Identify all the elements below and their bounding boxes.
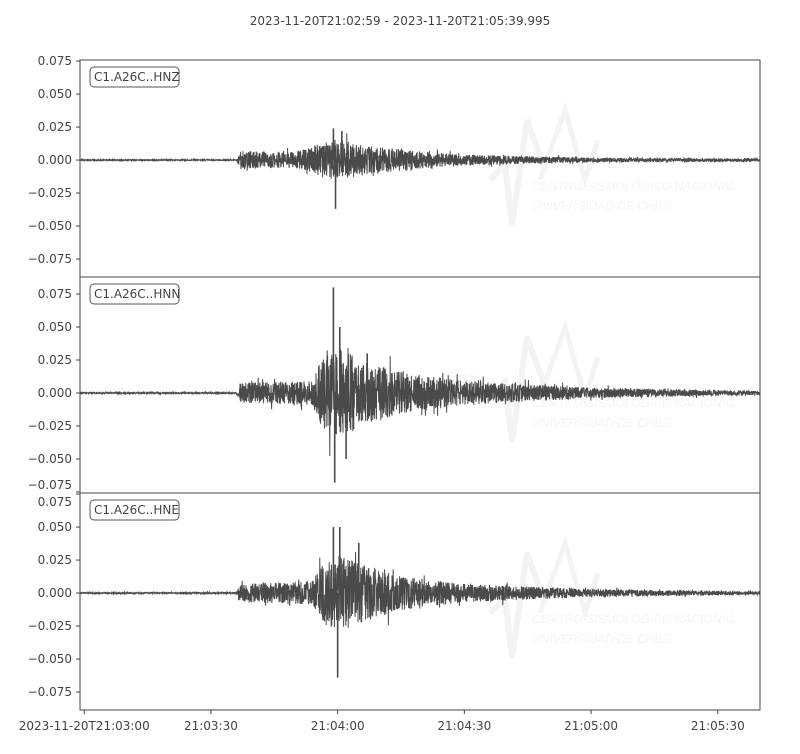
y-tick-label: 0.075 (38, 54, 72, 68)
panel-frame (79, 492, 761, 711)
station-label-text: C1.A26C..HNN (94, 287, 180, 301)
y-tick-label: 0.050 (38, 87, 72, 101)
y-tick-label: 0.075 (38, 287, 72, 301)
y-tick-label: −0.025 (28, 186, 72, 200)
y-tick-label: −0.025 (28, 619, 72, 633)
svg-text:CENTRO SISMOLÓGICO NACIONAL: CENTRO SISMOLÓGICO NACIONAL (532, 395, 736, 410)
waveform-trace (79, 133, 761, 179)
chart-title: 2023-11-20T21:02:59 - 2023-11-20T21:05:3… (250, 14, 551, 28)
y-tick-label: 0.025 (38, 353, 72, 367)
y-tick-label: −0.050 (28, 652, 72, 666)
y-tick-label: 0.000 (38, 386, 72, 400)
y-tick-label: 0.025 (38, 553, 72, 567)
station-label: C1.A26C..HNZ (89, 66, 180, 88)
svg-text:CENTRO SISMOLÓGICO NACIONAL: CENTRO SISMOLÓGICO NACIONAL (532, 178, 736, 193)
svg-text:UNIVERSIDAD DE CHILE: UNIVERSIDAD DE CHILE (532, 632, 674, 646)
svg-text:UNIVERSIDAD DE CHILE: UNIVERSIDAD DE CHILE (532, 199, 674, 213)
y-tick-label: 0.025 (38, 120, 72, 134)
station-label: C1.A26C..HNE (89, 499, 180, 521)
y-tick-label: −0.025 (28, 419, 72, 433)
y-tick-label: 0.050 (38, 320, 72, 334)
station-label: C1.A26C..HNN (89, 283, 180, 305)
x-tick-label: 21:05:30 (691, 719, 745, 733)
y-tick-label: 0.000 (38, 586, 72, 600)
y-tick-label: −0.075 (28, 478, 72, 492)
svg-text:CENTRO SISMOLÓGICO NACIONAL: CENTRO SISMOLÓGICO NACIONAL (532, 611, 736, 626)
station-label-text: C1.A26C..HNZ (94, 70, 180, 84)
y-tick-label: −0.075 (28, 685, 72, 699)
station-label-text: C1.A26C..HNE (94, 503, 179, 517)
y-tick-label: 0.050 (38, 520, 72, 534)
x-tick-label: 2023-11-20T21:03:00 (19, 719, 150, 733)
y-tick-label: −0.050 (28, 452, 72, 466)
waveform-trace (79, 347, 761, 456)
svg-text:UNIVERSIDAD DE CHILE: UNIVERSIDAD DE CHILE (532, 416, 674, 430)
y-tick-label: −0.050 (28, 219, 72, 233)
x-tick-label: 21:04:00 (311, 719, 365, 733)
y-tick-label: 0.075 (38, 495, 72, 509)
y-tick-label: −0.075 (28, 252, 72, 266)
x-tick-label: 21:04:30 (437, 719, 491, 733)
y-tick-label: 0.000 (38, 153, 72, 167)
x-tick-label: 21:05:00 (564, 719, 618, 733)
waveform-trace (79, 551, 761, 628)
x-tick-label: 21:03:30 (184, 719, 238, 733)
